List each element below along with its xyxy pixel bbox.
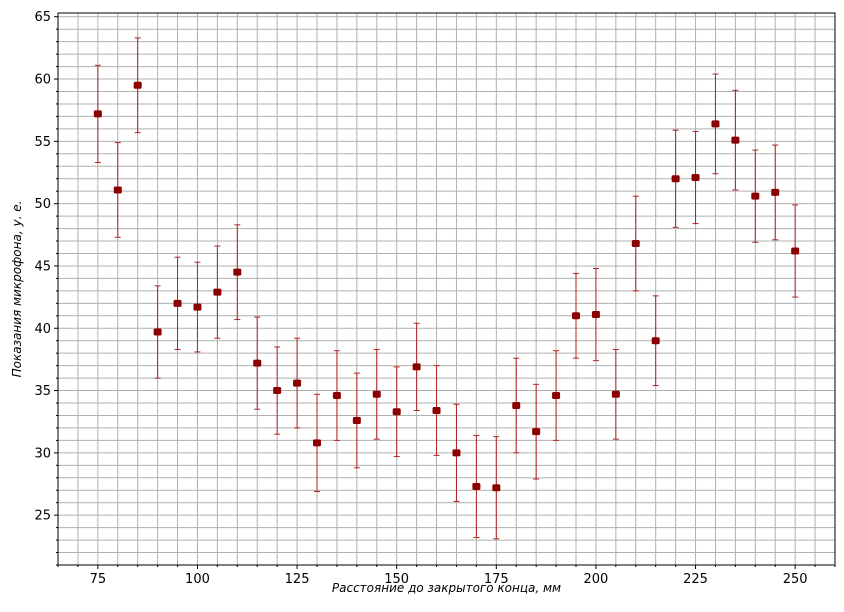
- x-tick-label: 150: [384, 572, 409, 587]
- data-point: [273, 387, 282, 395]
- data-point: [233, 268, 242, 276]
- error-bars: [94, 37, 799, 540]
- data-point: [352, 416, 361, 424]
- y-tick-label: 65: [34, 10, 51, 25]
- plot-frame: [57, 12, 836, 566]
- y-tick-label: 40: [34, 322, 51, 337]
- data-point: [472, 482, 481, 490]
- y-tick-label: 35: [34, 384, 51, 399]
- x-tick-label: 175: [484, 572, 509, 587]
- x-tick-label: 125: [285, 572, 310, 587]
- data-point: [671, 175, 680, 183]
- data-point: [113, 186, 122, 194]
- data-point: [93, 110, 102, 118]
- x-tick-label: 200: [584, 572, 609, 587]
- data-point: [572, 312, 580, 320]
- data-point: [691, 173, 700, 181]
- data-point: [731, 136, 740, 144]
- data-point: [791, 247, 800, 255]
- data-point: [392, 408, 401, 416]
- data-point: [213, 288, 222, 296]
- data-point: [651, 337, 660, 345]
- y-tick-label: 45: [34, 259, 51, 274]
- data-point: [332, 392, 341, 400]
- data-point: [293, 379, 302, 387]
- y-axis-label: Показания микрофона, у. е.: [10, 201, 24, 378]
- data-point: [452, 449, 461, 457]
- data-point: [372, 390, 381, 398]
- y-tick-label: 50: [34, 197, 51, 212]
- data-point: [771, 188, 780, 196]
- x-tick-label: 75: [90, 572, 107, 587]
- data-point: [193, 303, 202, 311]
- data-point: [173, 299, 182, 307]
- data-point: [253, 359, 262, 367]
- data-point: [492, 484, 501, 492]
- x-tick-label: 225: [683, 572, 708, 587]
- data-point: [412, 363, 421, 371]
- x-axis-label: Расстояние до закрытого конца, мм: [332, 581, 561, 595]
- data-point: [751, 192, 760, 200]
- y-tick-label: 60: [34, 73, 51, 88]
- x-axis-ticks: 75 100 125 150 175 200 225 250: [90, 565, 808, 587]
- data-point: [591, 311, 600, 319]
- data-points: [93, 81, 800, 492]
- data-point: [611, 390, 620, 398]
- y-axis-ticks: 25 30 35 40 45 50 55 60 65: [34, 10, 58, 524]
- x-tick-label: 250: [783, 572, 808, 587]
- data-point: [512, 402, 521, 410]
- y-tick-label: 55: [34, 135, 51, 150]
- grid-major: [58, 13, 835, 565]
- data-point: [552, 392, 561, 400]
- data-point: [532, 428, 541, 436]
- data-point: [313, 439, 321, 447]
- y-tick-label: 30: [34, 446, 51, 461]
- data-point: [432, 406, 441, 414]
- data-point: [153, 328, 162, 336]
- data-point: [711, 120, 720, 128]
- data-point: [133, 81, 142, 89]
- data-point: [631, 240, 640, 248]
- grid-minor: [56, 13, 836, 567]
- y-tick-label: 25: [34, 509, 51, 524]
- x-tick-label: 100: [185, 572, 210, 587]
